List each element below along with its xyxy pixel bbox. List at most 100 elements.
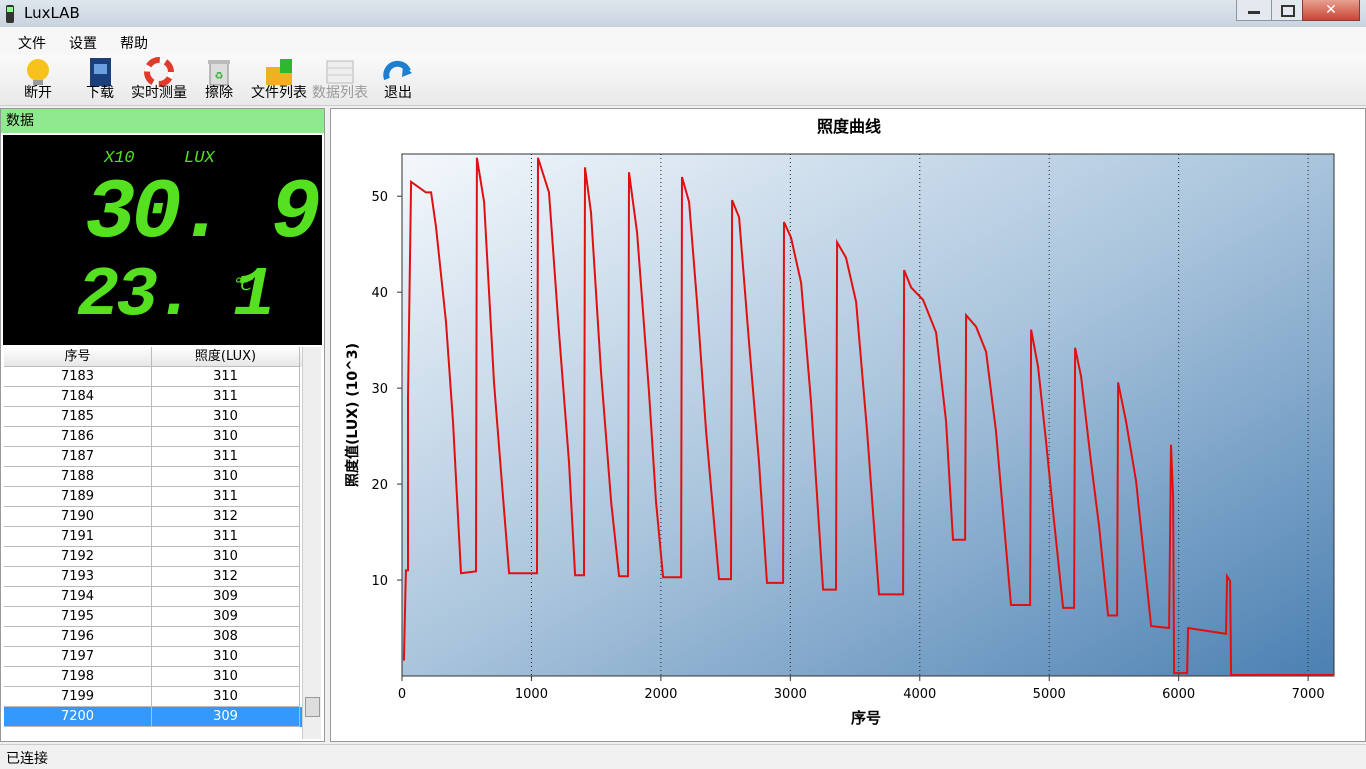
menu-item[interactable]: 设置 bbox=[69, 36, 97, 52]
column-header: 序号 bbox=[4, 347, 152, 367]
toolbar: 断开 下载 实时测量 ♻ 擦除 文件列表 数据列表 退出 bbox=[0, 55, 1366, 106]
table-cell: 308 bbox=[152, 627, 300, 647]
table-cell: 311 bbox=[152, 447, 300, 467]
table-cell: 7192 bbox=[4, 547, 152, 567]
button-label: 断开 bbox=[24, 85, 52, 101]
column-header: 照度(LUX) bbox=[152, 347, 300, 367]
table-row: 7186 310 bbox=[4, 427, 302, 447]
menu-bar: 文件 设置 帮助 bbox=[0, 27, 1366, 55]
table-cell: 7184 bbox=[4, 387, 152, 407]
chart-panel: 照度曲线 序号 照度值(LUX) (10^3) 0 1000 2000 3000 400… bbox=[330, 108, 1366, 742]
table-cell: 7194 bbox=[4, 587, 152, 607]
window-title: LuxLAB bbox=[24, 4, 80, 22]
table-cell: 7187 bbox=[4, 447, 152, 467]
table-cell: 310 bbox=[152, 647, 300, 667]
temperature-reading: 23. 1 bbox=[77, 257, 275, 336]
x-tick-label: 4000 bbox=[903, 687, 936, 702]
table-cell: 309 bbox=[152, 707, 300, 727]
table-cell: 311 bbox=[152, 367, 300, 387]
button-label: 文件列表 bbox=[251, 85, 307, 101]
button-label: 实时测量 bbox=[131, 85, 187, 101]
lux-reading: 30. 9 bbox=[85, 167, 321, 262]
download-button[interactable]: 下载 bbox=[80, 55, 120, 105]
table-cell: 7190 bbox=[4, 507, 152, 527]
table-row: 7188 310 bbox=[4, 467, 302, 487]
table-row: 7190 312 bbox=[4, 507, 302, 527]
status-text: 已连接 bbox=[6, 751, 48, 767]
table-cell: 310 bbox=[152, 547, 300, 567]
table-row: 7194 309 bbox=[4, 587, 302, 607]
table-cell: 7195 bbox=[4, 607, 152, 627]
table-cell: 312 bbox=[152, 567, 300, 587]
plot-area bbox=[401, 153, 1335, 677]
x-axis-label: 序号 bbox=[851, 709, 881, 727]
exit-button[interactable]: 退出 bbox=[378, 55, 418, 105]
y-tick-label: 50 bbox=[371, 190, 388, 205]
table-row: 7184 311 bbox=[4, 387, 302, 407]
data-line bbox=[402, 157, 1334, 676]
maximize-button[interactable] bbox=[1271, 0, 1303, 21]
status-bar: 已连接 bbox=[0, 744, 1366, 769]
table-cell: 7197 bbox=[4, 647, 152, 667]
menu-item[interactable]: 文件 bbox=[18, 36, 46, 52]
disconnect-button[interactable]: 断开 bbox=[18, 55, 58, 105]
table-cell: 310 bbox=[152, 407, 300, 427]
table-row: 7192 310 bbox=[4, 547, 302, 567]
y-axis-label: 照度值(LUX) (10^3) bbox=[344, 343, 361, 487]
table-row: 7185 310 bbox=[4, 407, 302, 427]
close-button[interactable]: ✕ bbox=[1302, 0, 1360, 21]
chart: 照度曲线 序号 照度值(LUX) (10^3) 0 1000 2000 3000 400… bbox=[344, 117, 1335, 727]
table-cell: 7183 bbox=[4, 367, 152, 387]
x-tick-label: 3000 bbox=[774, 687, 807, 702]
table-row: 7200 309 bbox=[4, 707, 302, 727]
table-cell: 310 bbox=[152, 427, 300, 447]
x-tick-label: 7000 bbox=[1292, 687, 1325, 702]
panel-title: 数据 bbox=[1, 109, 324, 133]
table-cell: 7186 bbox=[4, 427, 152, 447]
button-label: 退出 bbox=[384, 85, 412, 101]
table-row: 7183 311 bbox=[4, 367, 302, 387]
table-cell: 309 bbox=[152, 587, 300, 607]
table-cell: 310 bbox=[152, 687, 300, 707]
meter-display: X10 LUX 30. 9 23. 1 ℃ bbox=[3, 135, 322, 345]
table-cell: 311 bbox=[152, 487, 300, 507]
x-tick-label: 5000 bbox=[1033, 687, 1066, 702]
table-cell: 310 bbox=[152, 467, 300, 487]
table-row: 7196 308 bbox=[4, 627, 302, 647]
button-label: 数据列表 bbox=[312, 85, 368, 101]
erase-button[interactable]: ♻ 擦除 bbox=[200, 55, 238, 105]
menu-item[interactable]: 帮助 bbox=[120, 36, 148, 52]
table-cell: 7196 bbox=[4, 627, 152, 647]
x-tick-label: 1000 bbox=[515, 687, 548, 702]
x-tick-label: 2000 bbox=[644, 687, 677, 702]
unit-label: LUX bbox=[184, 149, 215, 168]
table-cell: 7185 bbox=[4, 407, 152, 427]
table-cell: 311 bbox=[152, 387, 300, 407]
file-list-button[interactable]: 文件列表 bbox=[248, 55, 310, 105]
multiplier-label: X10 bbox=[104, 149, 135, 168]
y-tick-label: 30 bbox=[371, 382, 388, 397]
table-row: 7187 311 bbox=[4, 447, 302, 467]
app-icon bbox=[6, 5, 14, 23]
table-cell: 7198 bbox=[4, 667, 152, 687]
table-row: 7193 312 bbox=[4, 567, 302, 587]
button-label: 擦除 bbox=[205, 85, 233, 101]
title-bar: LuxLAB ✕ bbox=[0, 0, 1366, 27]
table-cell: 312 bbox=[152, 507, 300, 527]
button-label: 下载 bbox=[86, 85, 114, 101]
table-cell: 7191 bbox=[4, 527, 152, 547]
y-tick-label: 10 bbox=[371, 574, 388, 589]
y-tick-label: 40 bbox=[371, 286, 388, 301]
table-cell: 7189 bbox=[4, 487, 152, 507]
table-row: 7198 310 bbox=[4, 667, 302, 687]
data-list-button: 数据列表 bbox=[310, 55, 370, 105]
y-tick-label: 20 bbox=[371, 478, 388, 493]
scrollbar[interactable] bbox=[302, 347, 321, 739]
realtime-button[interactable]: 实时测量 bbox=[128, 55, 190, 105]
table-row: 7197 310 bbox=[4, 647, 302, 667]
table-row: 7191 311 bbox=[4, 527, 302, 547]
minimize-button[interactable] bbox=[1236, 0, 1272, 21]
svg-text:♻: ♻ bbox=[215, 71, 224, 82]
x-tick-label: 6000 bbox=[1162, 687, 1195, 702]
